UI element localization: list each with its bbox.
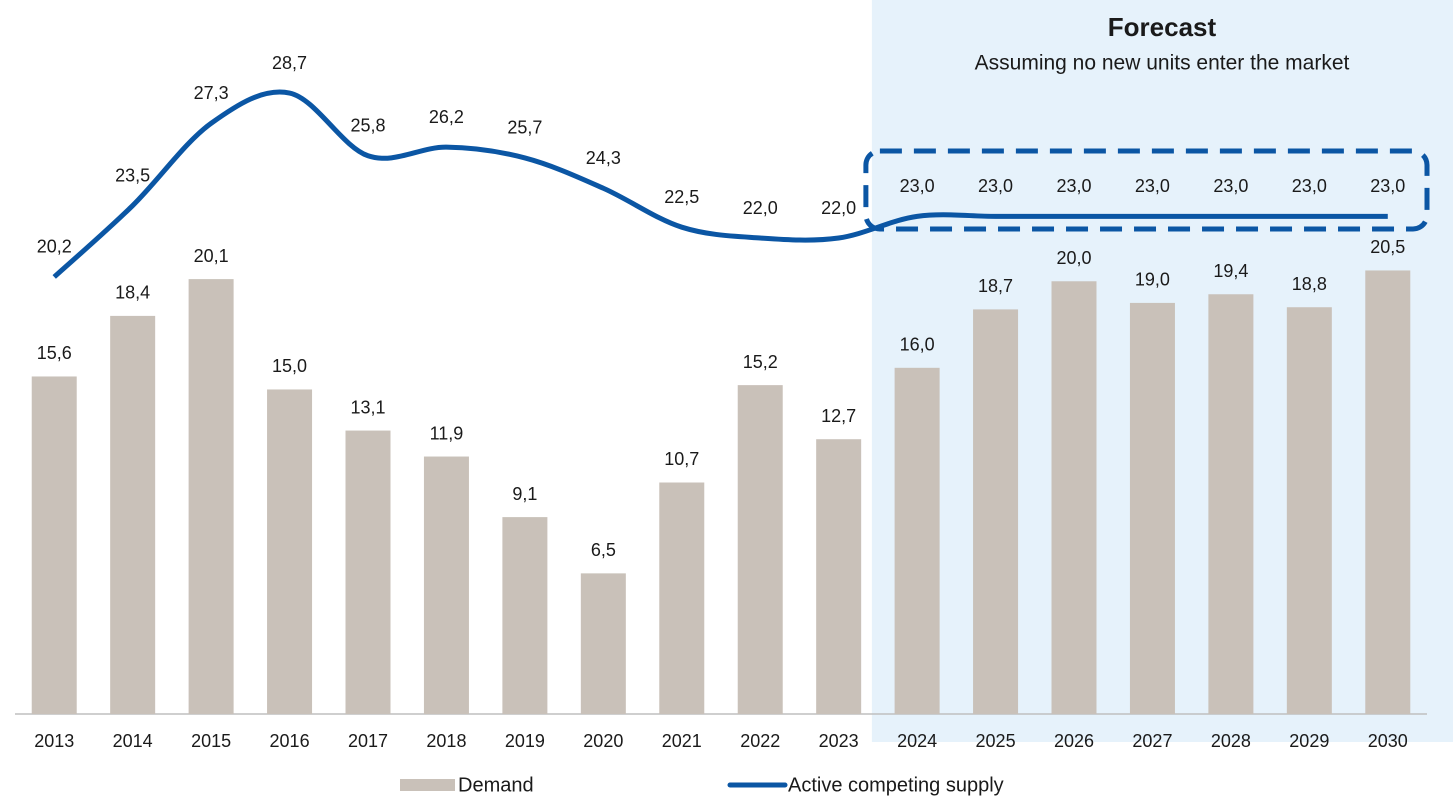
x-tick-label: 2029 [1289, 731, 1329, 751]
line-value-label: 22,0 [743, 198, 778, 218]
supply-line [52, 89, 1388, 279]
bar-value-label: 10,7 [664, 449, 699, 469]
bar-value-label: 15,0 [272, 356, 307, 376]
line-value-label: 28,7 [272, 53, 307, 73]
bar-value-label: 18,4 [115, 283, 150, 303]
bar-value-label: 18,8 [1292, 274, 1327, 294]
bar-value-label: 20,0 [1056, 248, 1091, 268]
x-tick-label: 2024 [897, 731, 937, 751]
bar [894, 367, 940, 714]
bar [267, 389, 313, 714]
bar [1051, 281, 1097, 714]
bar [1129, 302, 1175, 714]
line-value-label: 22,0 [821, 198, 856, 218]
x-tick-label: 2015 [191, 731, 231, 751]
line-value-label: 23,0 [1213, 176, 1248, 196]
x-tick-label: 2021 [662, 731, 702, 751]
x-tick-label: 2027 [1132, 731, 1172, 751]
x-tick-label: 2028 [1211, 731, 1251, 751]
line-value-label: 23,0 [1292, 176, 1327, 196]
line-value-label: 23,0 [900, 176, 935, 196]
bar [423, 456, 469, 714]
bar-value-label: 12,7 [821, 406, 856, 426]
x-tick-label: 2016 [270, 731, 310, 751]
x-tick-label: 2014 [113, 731, 153, 751]
bar-value-label: 20,1 [194, 246, 229, 266]
x-tick-label: 2026 [1054, 731, 1094, 751]
bar-value-label: 13,1 [350, 397, 385, 417]
x-tick-label: 2025 [976, 731, 1016, 751]
bar-value-label: 19,4 [1213, 261, 1248, 281]
x-tick-label: 2022 [740, 731, 780, 751]
line-value-label: 22,5 [664, 187, 699, 207]
legend-swatch [400, 779, 455, 791]
x-tick-label: 2019 [505, 731, 545, 751]
bar-value-label: 6,5 [591, 540, 616, 560]
forecast-highlight-box [863, 148, 1430, 232]
bar [1365, 270, 1411, 714]
line-value-label: 25,7 [507, 118, 542, 138]
line-value-label: 23,0 [1135, 176, 1170, 196]
line-value-label: 23,0 [1056, 176, 1091, 196]
bar [737, 385, 783, 714]
forecast-title: Forecast [1108, 12, 1217, 42]
line-value-label: 24,3 [586, 148, 621, 168]
forecast-subtitle: Assuming no new units enter the market [975, 52, 1350, 75]
bar-value-label: 20,5 [1370, 237, 1405, 257]
bar [1286, 307, 1332, 714]
legend-label: Demand [458, 774, 534, 796]
line-value-label: 26,2 [429, 107, 464, 127]
x-tick-label: 2017 [348, 731, 388, 751]
x-tick-label: 2023 [819, 731, 859, 751]
bar-value-label: 9,1 [512, 484, 537, 504]
bar [659, 482, 705, 714]
bar-value-label: 15,6 [37, 343, 72, 363]
bar [188, 279, 234, 714]
bar [110, 315, 156, 714]
bar-value-label: 16,0 [900, 335, 935, 355]
line-value-label: 25,8 [350, 116, 385, 136]
bar [502, 517, 548, 714]
line-value-label: 23,0 [978, 176, 1013, 196]
line-value-label: 23,0 [1370, 176, 1405, 196]
bar [31, 376, 77, 714]
bar-value-label: 11,9 [430, 423, 464, 443]
legend-label: Active competing supply [788, 774, 1004, 796]
line-value-label: 20,2 [37, 237, 72, 257]
bar-value-label: 15,2 [743, 352, 778, 372]
x-tick-label: 2013 [34, 731, 74, 751]
x-tick-label: 2018 [426, 731, 466, 751]
line-value-label: 23,5 [115, 165, 150, 185]
bar [1208, 294, 1254, 714]
x-tick-label: 2020 [583, 731, 623, 751]
bar-value-label: 18,7 [978, 276, 1013, 296]
bar [973, 309, 1019, 714]
x-tick-label: 2030 [1368, 731, 1408, 751]
bar-value-label: 19,0 [1135, 270, 1170, 290]
bar [816, 439, 862, 714]
bar [580, 573, 626, 714]
bar [345, 430, 391, 714]
line-value-label: 27,3 [194, 83, 229, 103]
